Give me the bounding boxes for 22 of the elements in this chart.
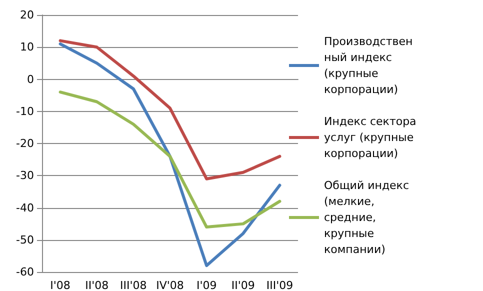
- x-tick-label: I'09: [196, 279, 217, 291]
- x-tick-label: III'09: [266, 279, 294, 291]
- y-tick-label: 0: [27, 72, 34, 86]
- x-tick-label: II'08: [85, 279, 109, 291]
- y-tick-label: 10: [20, 40, 34, 54]
- y-tick-label: -40: [16, 201, 34, 214]
- line-series: [58, 90, 282, 229]
- y-tick-label: -60: [16, 266, 34, 278]
- x-tick-label: III'08: [120, 279, 147, 291]
- y-tick-label: -30: [16, 169, 34, 182]
- line-series: [58, 39, 282, 180]
- legend-label: Индекс сектора услуг (крупные корпорации): [324, 115, 420, 160]
- x-tick-label: II'09: [231, 279, 255, 291]
- line-series: [58, 42, 282, 268]
- legend-label: Производственный индекс (крупные корпорации): [324, 35, 413, 96]
- legend-label: Общий индекс (мелкие, средние, крупные компании): [324, 179, 412, 256]
- y-tick-label: 20: [20, 8, 34, 22]
- x-tick-label: IV'08: [156, 279, 184, 291]
- y-tick-label: -10: [16, 104, 34, 118]
- x-tick-label: I'08: [50, 279, 70, 291]
- y-tick-label: -20: [16, 137, 34, 150]
- y-tick-label: -50: [16, 233, 34, 246]
